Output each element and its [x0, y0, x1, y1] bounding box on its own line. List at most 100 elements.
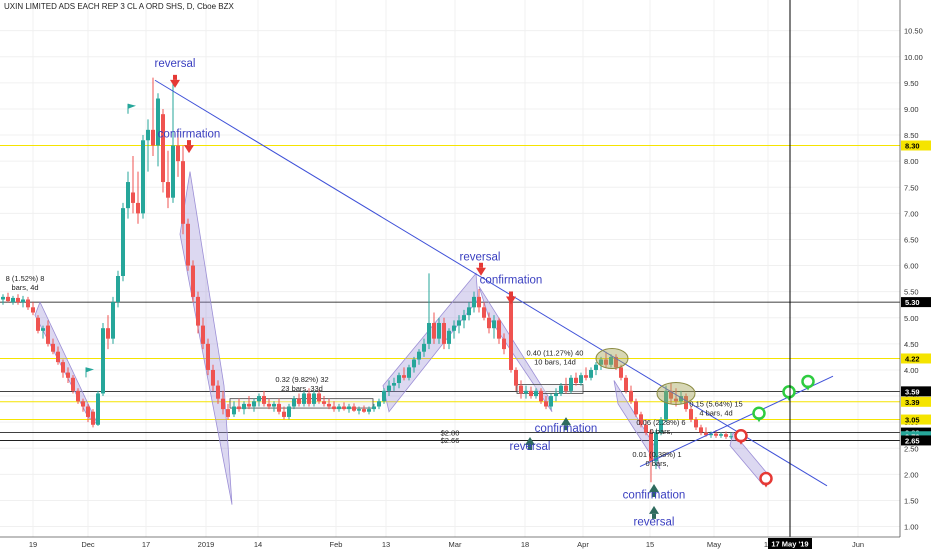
price-badge-label: 4.22 [905, 354, 920, 363]
candle-body [654, 432, 658, 462]
y-tick-label: 1.50 [904, 496, 919, 505]
candle-body [26, 299, 30, 308]
candle-body [487, 317, 491, 329]
price-badge [901, 435, 931, 446]
highlight-ellipse [595, 347, 629, 369]
green-marker-icon [752, 406, 766, 421]
price-badge-label: 3.05 [905, 416, 920, 425]
price-badge-label: 2.65 [905, 436, 920, 445]
arrow-down-stem [479, 262, 483, 268]
candle-body [21, 299, 25, 303]
measure-label: 0.06 (2.28%) 6 [636, 418, 685, 427]
candle-body [497, 320, 501, 339]
candle-body [302, 393, 306, 404]
marker-tip [805, 385, 811, 391]
candle-body [257, 396, 261, 402]
arrow-up-icon [561, 417, 571, 426]
measure-label: 0 bars, [650, 427, 673, 436]
candle-body [492, 320, 496, 329]
candle-body [554, 393, 558, 397]
candle-body [211, 369, 215, 386]
candle-body [367, 409, 371, 412]
candle-body [694, 419, 698, 428]
candle-body [76, 390, 80, 402]
candle-body [624, 377, 628, 391]
arrow-down-stem [173, 74, 177, 80]
candle-body [569, 377, 573, 391]
y-tick-label: 4.50 [904, 340, 919, 349]
candle-body [457, 320, 461, 326]
x-tick-label: 14 [254, 540, 262, 549]
x-tick-label: Apr [577, 540, 589, 549]
candle-body [191, 265, 195, 297]
candle-body [729, 436, 733, 438]
trendline [154, 79, 828, 487]
candle-body [186, 223, 190, 266]
candle-body [589, 369, 593, 378]
candle-body [579, 375, 583, 384]
x-tick-label: 17 [142, 540, 150, 549]
candle-body [121, 208, 125, 276]
x-tick-label: 19 [29, 540, 37, 549]
candle-body [437, 322, 441, 339]
annotation-label: confirmation [535, 423, 598, 435]
price-badge [901, 297, 931, 308]
candle-body [71, 377, 75, 391]
candle-body [116, 276, 120, 303]
candle-body [297, 398, 301, 404]
candle-body [181, 161, 185, 224]
candle-body [539, 390, 543, 402]
candle-body [267, 403, 271, 407]
candle-body [322, 401, 326, 404]
candle-body [56, 351, 60, 363]
y-tick-label: 2.00 [904, 470, 919, 479]
measure-label: 10 bars, 14d [534, 357, 576, 366]
marker-tip [756, 417, 762, 423]
measure-label: bars, 4d [11, 283, 38, 292]
annotation-label: confirmation [480, 274, 543, 286]
x-tick-label: Mar [449, 540, 462, 549]
candle-body [252, 401, 256, 407]
annotations: reversal confirmation reversal confirmation… [6, 58, 815, 529]
marker-tip [763, 482, 769, 488]
candle-body [91, 411, 95, 425]
price-badge [901, 140, 931, 151]
candle-body [549, 396, 553, 407]
green-marker-icon [801, 374, 815, 389]
candle-body [472, 296, 476, 308]
y-tick-label: 8.50 [904, 131, 919, 140]
candle-body [534, 390, 538, 397]
highlight-ellipses [595, 347, 696, 405]
candle-body [362, 409, 366, 412]
candle-body [46, 325, 50, 344]
range-boxes [229, 384, 584, 409]
candle-body [206, 343, 210, 370]
candle-body [262, 396, 266, 404]
candles [1, 77, 733, 483]
candle-body [467, 307, 471, 316]
candle-body [659, 419, 663, 433]
x-tick-label: Jun [852, 540, 864, 549]
candle-body [166, 182, 170, 198]
candle-body [664, 390, 668, 420]
candle-body [342, 406, 346, 410]
price-badge-label: 3.59 [905, 387, 920, 396]
measure-range-box [516, 384, 584, 394]
candle-body [417, 351, 421, 360]
measure-label: 4 bars, 4d [699, 409, 732, 418]
y-tick-label: 6.50 [904, 235, 919, 244]
candle-body [221, 398, 225, 410]
candle-body [232, 406, 236, 415]
y-tick-label: 6.00 [904, 262, 919, 271]
candle-body [514, 369, 518, 386]
arrow-up-stem [528, 444, 532, 450]
channel-polygon [179, 171, 233, 505]
x-tick-label: 2019 [198, 540, 215, 549]
candle-body [16, 297, 20, 303]
candle-body [679, 396, 683, 402]
channel-polygon [613, 380, 661, 470]
candle-body [574, 377, 578, 384]
symbol-title: UXIN LIMITED ADS EACH REP 3 CL A ORD SHS… [4, 2, 234, 11]
candle-body [604, 359, 608, 365]
